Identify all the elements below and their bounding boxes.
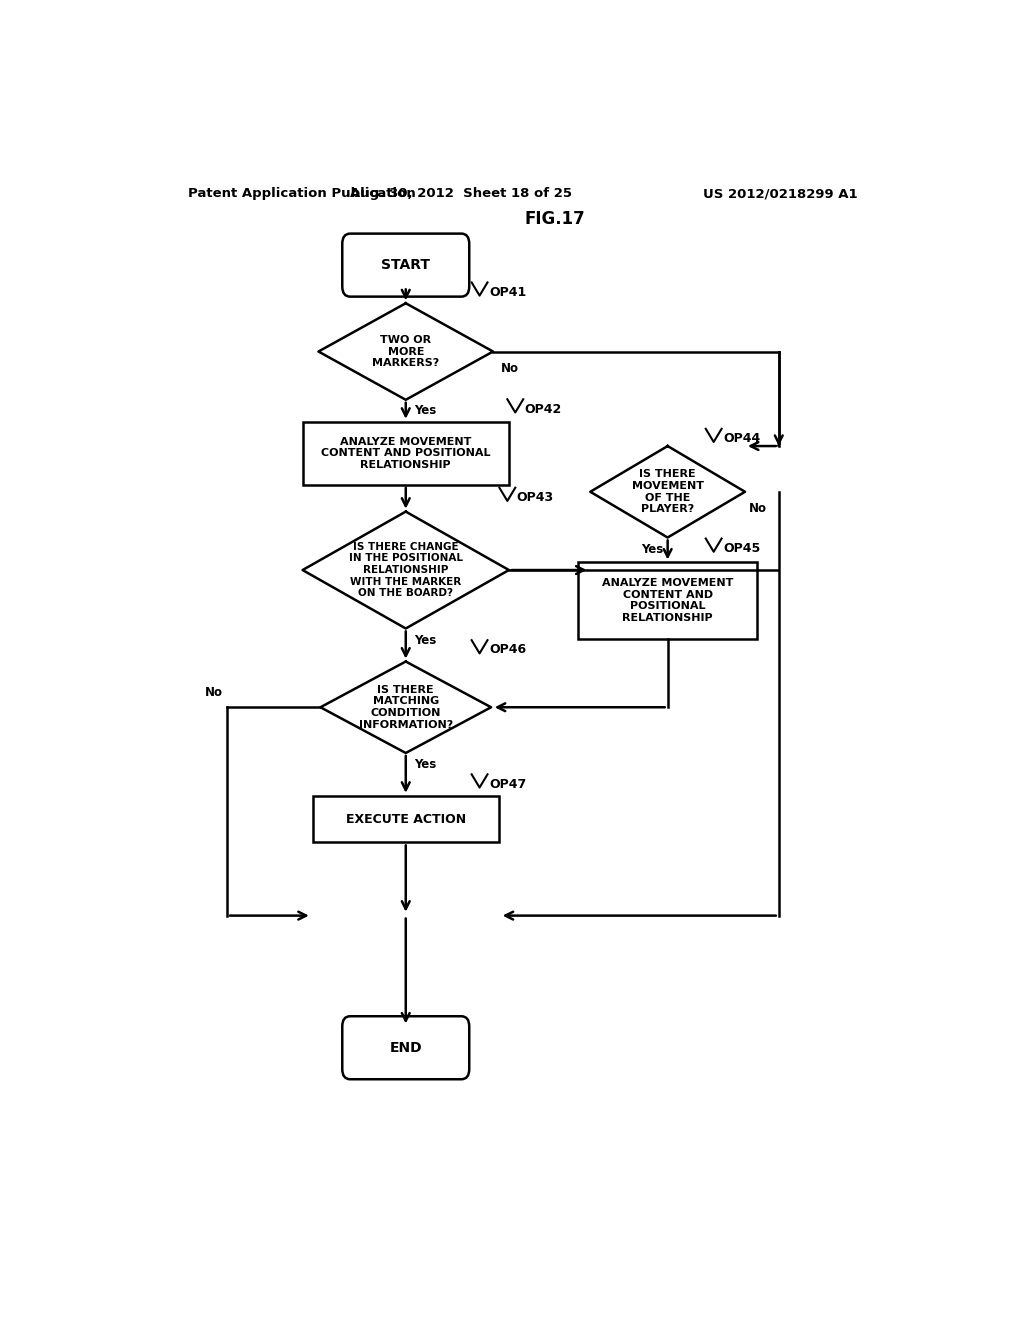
Text: Yes: Yes — [414, 758, 436, 771]
Text: No: No — [749, 502, 767, 515]
Text: Yes: Yes — [414, 634, 436, 647]
Text: OP41: OP41 — [489, 285, 526, 298]
Text: END: END — [389, 1040, 422, 1055]
Text: OP43: OP43 — [517, 491, 554, 504]
Text: EXECUTE ACTION: EXECUTE ACTION — [346, 813, 466, 825]
Bar — [312, 796, 499, 842]
Text: OP47: OP47 — [489, 777, 526, 791]
Text: OP42: OP42 — [524, 403, 562, 416]
Text: TWO OR
MORE
MARKERS?: TWO OR MORE MARKERS? — [372, 335, 439, 368]
Text: IS THERE CHANGE
IN THE POSITIONAL
RELATIONSHIP
WITH THE MARKER
ON THE BOARD?: IS THERE CHANGE IN THE POSITIONAL RELATI… — [349, 541, 463, 598]
Text: OP44: OP44 — [723, 432, 761, 445]
Polygon shape — [303, 512, 509, 628]
Text: ANALYZE MOVEMENT
CONTENT AND POSITIONAL
RELATIONSHIP: ANALYZE MOVEMENT CONTENT AND POSITIONAL … — [321, 437, 490, 470]
Bar — [303, 421, 509, 484]
FancyBboxPatch shape — [342, 234, 469, 297]
Text: FIG.17: FIG.17 — [524, 210, 586, 228]
Text: Patent Application Publication: Patent Application Publication — [187, 187, 416, 201]
Text: No: No — [501, 362, 519, 375]
Polygon shape — [318, 304, 494, 400]
Text: Yes: Yes — [414, 404, 436, 417]
Text: IS THERE
MOVEMENT
OF THE
PLAYER?: IS THERE MOVEMENT OF THE PLAYER? — [632, 470, 703, 515]
Text: US 2012/0218299 A1: US 2012/0218299 A1 — [703, 187, 858, 201]
Polygon shape — [321, 661, 492, 752]
Text: ANALYZE MOVEMENT
CONTENT AND
POSITIONAL
RELATIONSHIP: ANALYZE MOVEMENT CONTENT AND POSITIONAL … — [602, 578, 733, 623]
Text: Aug. 30, 2012  Sheet 18 of 25: Aug. 30, 2012 Sheet 18 of 25 — [350, 187, 572, 201]
Text: Yes: Yes — [641, 543, 664, 556]
FancyBboxPatch shape — [342, 1016, 469, 1080]
Text: START: START — [381, 259, 430, 272]
Bar — [579, 562, 757, 639]
Text: IS THERE
MATCHING
CONDITION
INFORMATION?: IS THERE MATCHING CONDITION INFORMATION? — [358, 685, 453, 730]
Text: OP46: OP46 — [489, 643, 526, 656]
Text: OP45: OP45 — [723, 541, 761, 554]
Text: No: No — [205, 686, 223, 700]
Polygon shape — [590, 446, 745, 537]
